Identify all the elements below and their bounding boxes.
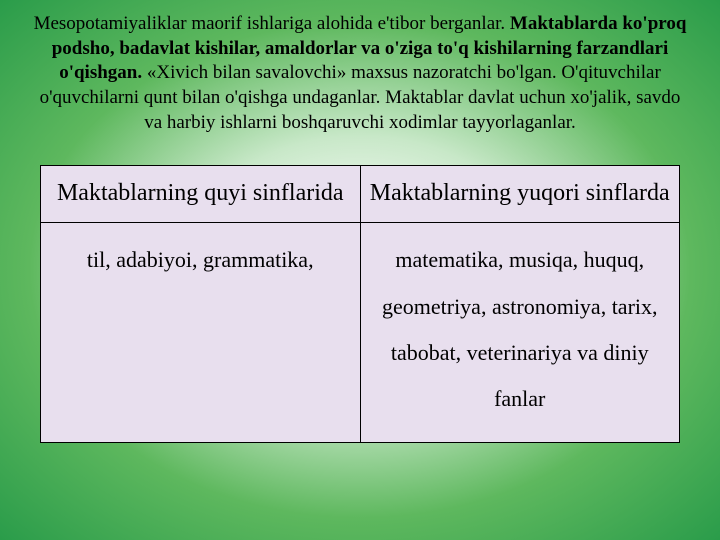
table-body-row: til, adabiyoi, grammatika, matematika, m… xyxy=(41,223,680,443)
header-right-cell: Maktablarning yuqori sinflarda xyxy=(360,166,680,223)
comparison-table: Maktablarning quyi sinflarida Maktablarn… xyxy=(40,165,680,443)
slide-content: Mesopotamiyaliklar maorif ishlariga aloh… xyxy=(0,0,720,443)
header-left-cell: Maktablarning quyi sinflarida xyxy=(41,166,361,223)
table-header-row: Maktablarning quyi sinflarida Maktablarn… xyxy=(41,166,680,223)
body-left-cell: til, adabiyoi, grammatika, xyxy=(41,223,361,443)
body-right-cell: matematika, musiqa, huquq, geometriya, a… xyxy=(360,223,680,443)
intro-paragraph: Mesopotamiyaliklar maorif ishlariga aloh… xyxy=(30,12,690,135)
intro-text-1: Mesopotamiyaliklar maorif ishlariga aloh… xyxy=(34,13,510,34)
